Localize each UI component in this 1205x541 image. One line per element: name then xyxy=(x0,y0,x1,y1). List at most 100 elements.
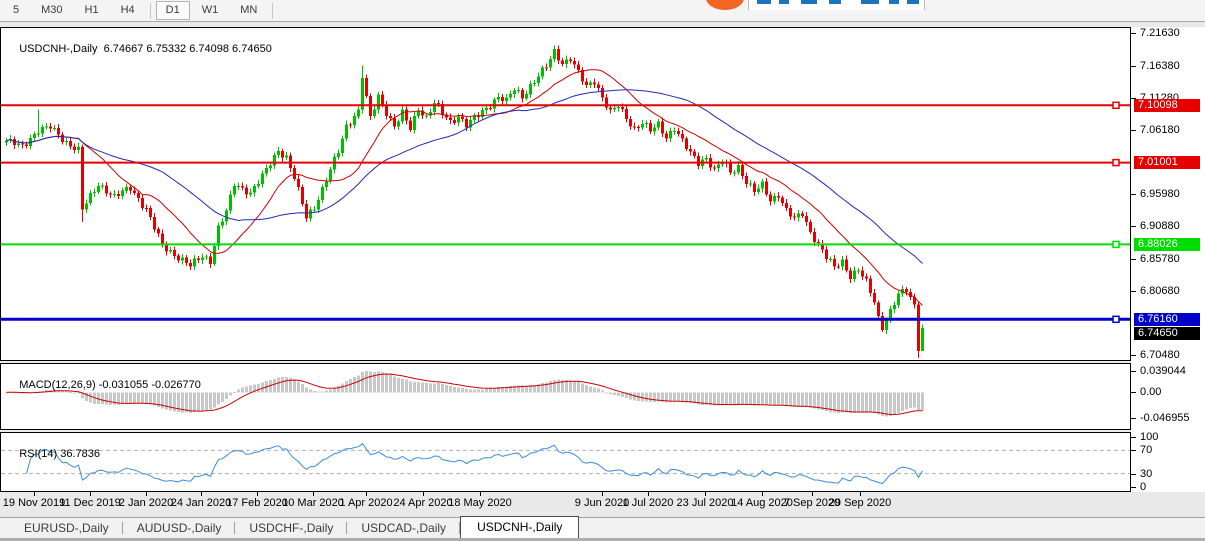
date-tick-mark xyxy=(146,492,147,496)
axis-tick-label: 6.85780 xyxy=(1140,252,1180,265)
date-label: 18 May 2020 xyxy=(448,497,512,509)
axis-tick-label: 7.16380 xyxy=(1140,59,1180,72)
toolbar-separator xyxy=(149,2,151,19)
rsi-line xyxy=(26,442,923,485)
axis-tick-mark xyxy=(1131,65,1136,67)
timeframe-button-h1[interactable]: H1 xyxy=(84,4,99,16)
date-label: 11 Dec 2019 xyxy=(59,497,121,509)
axis-tick-label: 6.95980 xyxy=(1140,188,1180,201)
current-price-label: 6.74650 xyxy=(1134,327,1200,341)
axis-tick-mark xyxy=(1131,226,1136,228)
rsi-panel[interactable]: RSI(14) 36.7836 xyxy=(0,432,1131,492)
toolbar-separator xyxy=(272,2,274,19)
tab-eurusd-daily[interactable]: EURUSD-,Daily xyxy=(10,518,123,538)
level-price-label: 7.10098 xyxy=(1134,98,1200,112)
candles xyxy=(5,45,924,359)
macd-chart xyxy=(5,370,924,417)
axis-tick-label: 100 xyxy=(1140,431,1159,443)
price-axis[interactable]: 7.21630 7.16380 7.11280 7.06180 6.95980 6.908… xyxy=(1131,26,1205,493)
date-label: 1 Apr 2020 xyxy=(339,497,393,509)
level-handle xyxy=(1112,315,1120,324)
macd-histogram xyxy=(5,370,924,417)
date-label: 17 Feb 2020 xyxy=(226,497,288,509)
date-tick-mark xyxy=(257,492,258,496)
axis-tick-label: 6.70480 xyxy=(1140,349,1180,362)
date-label: 14 Aug 2020 xyxy=(731,497,793,509)
date-label: 19 Nov 2019 xyxy=(2,497,66,509)
date-tick-mark xyxy=(90,492,91,496)
date-label: 24 Jan 2020 xyxy=(170,497,232,509)
axis-tick-label: 0.00 xyxy=(1140,386,1162,399)
timeframe-button-mn[interactable]: MN xyxy=(240,4,258,16)
tab-usdchf-daily[interactable]: USDCHF-,Daily xyxy=(235,518,348,538)
window-bottom-edge xyxy=(0,538,1205,541)
axis-tick-mark xyxy=(1131,97,1136,99)
macd-panel[interactable]: MACD(12,26,9) -0.031055 -0.026770 xyxy=(0,363,1131,430)
tab-usdcnh-daily[interactable]: USDCNH-,Daily xyxy=(460,516,580,538)
timeframe-button-d1[interactable]: D1 xyxy=(155,1,190,20)
date-label: 2 Jan 2020 xyxy=(118,497,174,509)
level-handle xyxy=(1112,101,1120,110)
axis-tick-mark xyxy=(1131,417,1136,419)
price-chart-panel[interactable]: USDCNH-,Daily 6.74667 6.75332 6.74098 6.… xyxy=(0,27,1131,361)
level-price-label: 6.88026 xyxy=(1134,237,1200,251)
axis-tick-mark xyxy=(1131,129,1136,131)
axis-tick-mark xyxy=(1131,290,1136,292)
date-axis[interactable]: 19 Nov 2019 11 Dec 2019 2 Jan 2020 24 Jan 2… xyxy=(0,492,1131,516)
logo-glyph xyxy=(779,0,789,4)
axis-tick-mark xyxy=(1131,437,1136,438)
level-handle xyxy=(1112,240,1120,249)
axis-tick-label: 0 xyxy=(1140,481,1147,493)
date-label: 9 Jun 2020 xyxy=(574,497,630,509)
date-tick-mark xyxy=(34,492,35,496)
date-label: 7 Sep 2020 xyxy=(783,497,841,509)
logo-glyph xyxy=(907,0,919,4)
axis-tick-mark xyxy=(1131,355,1136,357)
broker-logo xyxy=(702,0,967,10)
axis-tick-mark xyxy=(1131,392,1136,394)
axis-tick-mark xyxy=(1131,450,1136,452)
logo-glyph xyxy=(801,0,817,4)
logo-swoosh-icon xyxy=(706,0,744,10)
date-tick-mark xyxy=(705,492,706,496)
timeframe-button-m30[interactable]: M30 xyxy=(41,4,63,16)
axis-tick-label: 30 xyxy=(1140,467,1153,480)
date-tick-mark xyxy=(366,492,367,496)
timeframe-toolbar: 5 M30 H1 H4 D1 W1 MN xyxy=(0,0,1205,22)
date-label: 10 Mar 2020 xyxy=(282,497,344,509)
date-label: 23 Jul 2020 xyxy=(676,497,734,509)
date-label: 29 Sep 2020 xyxy=(828,497,892,509)
macd-signal-line xyxy=(6,373,923,416)
axis-tick-label: 6.80680 xyxy=(1140,284,1180,297)
tab-audusd-daily[interactable]: AUDUSD-,Daily xyxy=(123,518,236,538)
axis-tick-label: 7.21630 xyxy=(1140,26,1180,39)
axis-tick-mark xyxy=(1131,194,1136,196)
timeframe-button-h4[interactable]: H4 xyxy=(120,4,135,16)
level-price-label: 7.01001 xyxy=(1134,156,1200,170)
chart-tab-bar: EURUSD-,Daily AUDUSD-,Daily USDCHF-,Daily U… xyxy=(0,516,1205,538)
date-label: 24 Apr 2020 xyxy=(393,497,453,509)
date-tick-mark xyxy=(313,492,314,496)
level-handle xyxy=(1112,158,1120,167)
tab-usdcad-daily[interactable]: USDCAD-,Daily xyxy=(347,518,460,538)
date-tick-mark xyxy=(602,492,603,496)
axis-tick-mark xyxy=(1131,473,1136,475)
logo-glyph xyxy=(757,0,771,4)
axis-tick-label: 7.11280 xyxy=(1140,92,1179,104)
date-tick-mark xyxy=(480,492,481,496)
timeframe-button-w1[interactable]: W1 xyxy=(201,4,219,16)
axis-tick-label: -0.046955 xyxy=(1140,411,1190,424)
logo-glyph xyxy=(889,0,899,4)
logo-text-box xyxy=(748,0,925,10)
axis-tick-label: 70 xyxy=(1140,444,1153,457)
date-label: 1 Jul 2020 xyxy=(622,497,674,509)
timeframe-button-5[interactable]: 5 xyxy=(13,4,20,16)
moving-average-16 xyxy=(6,69,923,306)
moving-average-40 xyxy=(6,89,923,264)
axis-tick-mark xyxy=(1131,32,1136,34)
rsi-chart xyxy=(1,442,1130,485)
logo-glyph xyxy=(829,0,841,4)
axis-tick-mark xyxy=(1131,487,1136,488)
date-tick-mark xyxy=(762,492,763,496)
